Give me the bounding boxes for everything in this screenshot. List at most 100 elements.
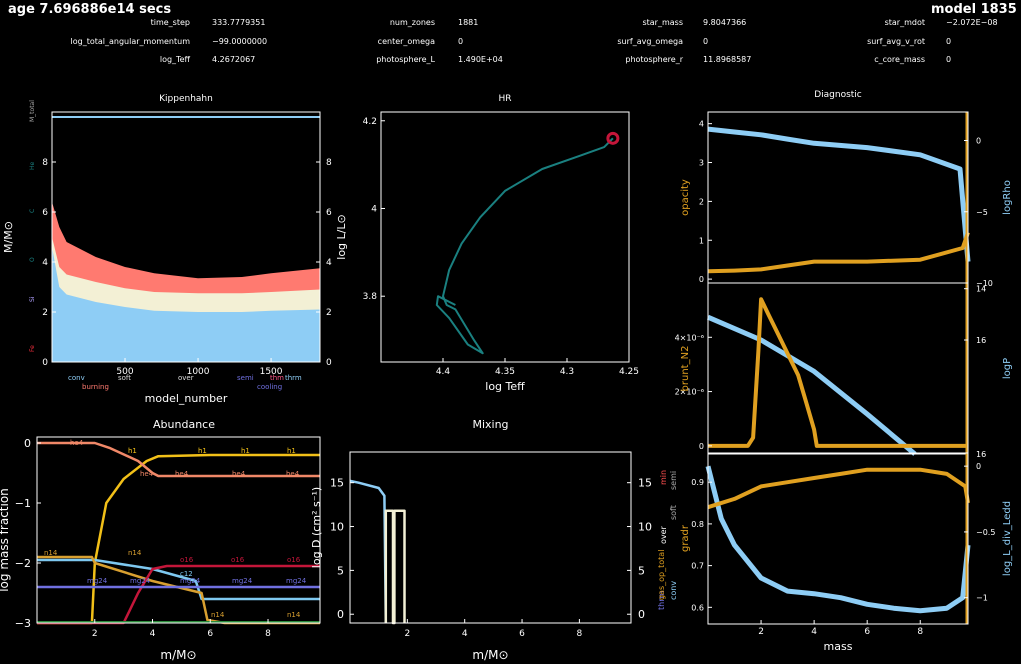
diagnostic-side-label: conv	[669, 581, 678, 600]
diagnostic-y2tick-label: 0	[976, 462, 981, 471]
header-value-num-zones: 1881	[458, 18, 478, 27]
abundance-curve-label-n14: n14	[287, 611, 301, 619]
header-label-surf-avg-omega: surf_avg_omega	[617, 37, 683, 46]
diagnostic-side-label: thrm	[657, 591, 666, 610]
abundance-frame	[36, 436, 321, 624]
abundance-ytick-label: −2	[15, 557, 31, 570]
hr-title: HR	[498, 94, 511, 104]
hr-ytick-label: 4.2	[363, 117, 377, 127]
mixing-frame	[349, 451, 632, 624]
abundance-curve-label-h1: h1	[128, 447, 137, 455]
mixing-conv-line	[349, 479, 388, 624]
abundance-curve-label-o16: o16	[180, 556, 194, 564]
header-value-photosphere-r: 11.8968587	[703, 55, 751, 64]
header-label-star-mdot: star_mdot	[885, 18, 925, 27]
abundance-curve-label-mg24: mg24	[130, 577, 151, 585]
diagnostic-brunt_N2-line	[708, 297, 968, 448]
kippenhahn-y2label: log L/L⊙	[335, 214, 348, 259]
diagnostic-ytick-label: 0.6	[691, 603, 704, 612]
hr-xlabel: log Teff	[485, 380, 525, 393]
header-value-star-mdot: −2.072E−08	[946, 18, 998, 27]
kippenhahn-legend-thm: thm	[270, 374, 284, 382]
kippenhahn-title: Kippenhahn	[159, 94, 213, 104]
header-label-log-Teff: log_Teff	[160, 55, 191, 64]
kippenhahn-legend-soft: soft	[118, 374, 131, 382]
header-value-log-total-angular-momentum: −99.0000000	[212, 37, 267, 46]
diagnostic-ytick-label: 0	[699, 442, 704, 451]
abundance-xtick-label: 2	[92, 629, 98, 639]
kippenhahn-xlabel: model_number	[145, 392, 228, 405]
abundance-curve-label-mg24: mg24	[232, 577, 253, 585]
diagnostic-title: Diagnostic	[814, 90, 862, 100]
kippenhahn-ytick-label: 8	[42, 158, 48, 168]
diagnostic-ytick-label: 3	[699, 159, 704, 168]
mixing-xtick-label: 8	[577, 629, 583, 639]
diagnostic-y2tick-label: −10	[976, 279, 993, 288]
header-label-star-mass: star_mass	[642, 18, 683, 27]
kippenhahn-y2tick-label: 8	[326, 158, 332, 168]
header-label-photosphere-r: photosphere_r	[625, 55, 683, 64]
hr-xtick-label: 4.3	[560, 367, 574, 377]
kippenhahn-ytick-label: 0	[42, 358, 48, 368]
diagnostic-y2label-log_L_div_Ledd: log_L_div_Ledd	[1002, 501, 1013, 576]
diagnostic-side-label: semi	[669, 471, 678, 490]
kippenhahn-ylabel: M/M⊙	[2, 221, 15, 253]
model-readout: model 1835	[931, 2, 1017, 17]
hr-xtick-label: 4.4	[436, 367, 451, 377]
header-value-surf-avg-omega: 0	[703, 37, 708, 46]
diagnostic-ytick-label: 0.9	[691, 478, 704, 487]
hr-current-point-marker	[606, 131, 620, 145]
abundance-title: Abundance	[153, 418, 215, 431]
abundance-xtick-label: 6	[207, 629, 213, 639]
abundance-curve-label-he4: he4	[70, 439, 84, 447]
abundance-curve-label-h1: h1	[287, 447, 296, 455]
kippenhahn-side-label: He	[29, 161, 36, 170]
mixing-ylabel: log D (cm² s⁻¹)	[310, 487, 323, 568]
diagnostic-side-label: min	[659, 470, 668, 485]
kippenhahn-xtick-label: 1500	[260, 367, 283, 377]
header-value-photosphere-L: 1.490E+04	[458, 55, 503, 64]
mixing-y2tick-label: 10	[638, 521, 652, 534]
header-label-photosphere-L: photosphere_L	[376, 55, 435, 64]
kippenhahn-xtick-label: 500	[116, 367, 133, 377]
diagnostic-ytick-label: 2	[699, 197, 704, 206]
kippenhahn-side-label: M_total	[29, 100, 36, 122]
diagnostic-ytick-label: 4	[699, 120, 704, 129]
abundance-xlabel: m/M⊙	[160, 648, 196, 662]
diagnostic-y2tick-label: 0	[976, 137, 981, 146]
diagnostic-ytick-label: 2×10⁻⁶	[675, 388, 704, 397]
diagnostic-ytick-label: 4×10⁻⁶	[675, 333, 704, 342]
kippenhahn-ytick-label: 6	[42, 208, 48, 218]
diagnostic-y2tick-label: 14	[976, 285, 986, 294]
abundance-xtick-label: 8	[265, 629, 271, 639]
abundance-h1-line	[37, 453, 320, 625]
diagnostic-side-label: over	[659, 525, 668, 544]
header-label-log-total-angular-momentum: log_total_angular_momentum	[71, 37, 191, 46]
hr-track	[435, 137, 614, 355]
diagnostic-y2tick-label: −1	[976, 594, 988, 603]
abundance-c12-line	[37, 558, 320, 601]
diagnostic-gradr-line	[707, 467, 970, 510]
kippenhahn-legend-conv: conv	[68, 374, 85, 382]
mixing-y2tick-label: 15	[638, 477, 652, 490]
abundance-curve-label-he4: he4	[175, 470, 189, 478]
mixing-y2tick-label: 0	[638, 608, 645, 621]
diagnostic-y2tick-label: −5	[976, 208, 988, 217]
abundance-curve-label-mg24: mg24	[180, 577, 201, 585]
kippenhahn-side-label: C	[29, 209, 36, 213]
kippenhahn-y2tick-label: 0	[326, 358, 332, 368]
abundance-curve-label-he4: he4	[232, 470, 246, 478]
abundance-ytick-label: 0	[24, 437, 31, 450]
abundance-curve-label-he4: he4	[140, 470, 154, 478]
header-value-c-core-mass: 0	[946, 55, 951, 64]
header-value-star-mass: 9.8047366	[703, 18, 746, 27]
mixing-title: Mixing	[472, 418, 508, 431]
header-label-time-step: time_step	[151, 18, 190, 27]
kippenhahn-side-label: Si	[29, 296, 36, 302]
diagnostic-y2tick-label: −0.5	[976, 528, 995, 537]
header-label-c-core-mass: c_core_mass	[874, 55, 925, 64]
mixing-ytick-label: 5	[337, 564, 344, 577]
kippenhahn-y2tick-label: 6	[326, 208, 332, 218]
diagnostic-side-label: gas_op_total	[657, 550, 666, 600]
